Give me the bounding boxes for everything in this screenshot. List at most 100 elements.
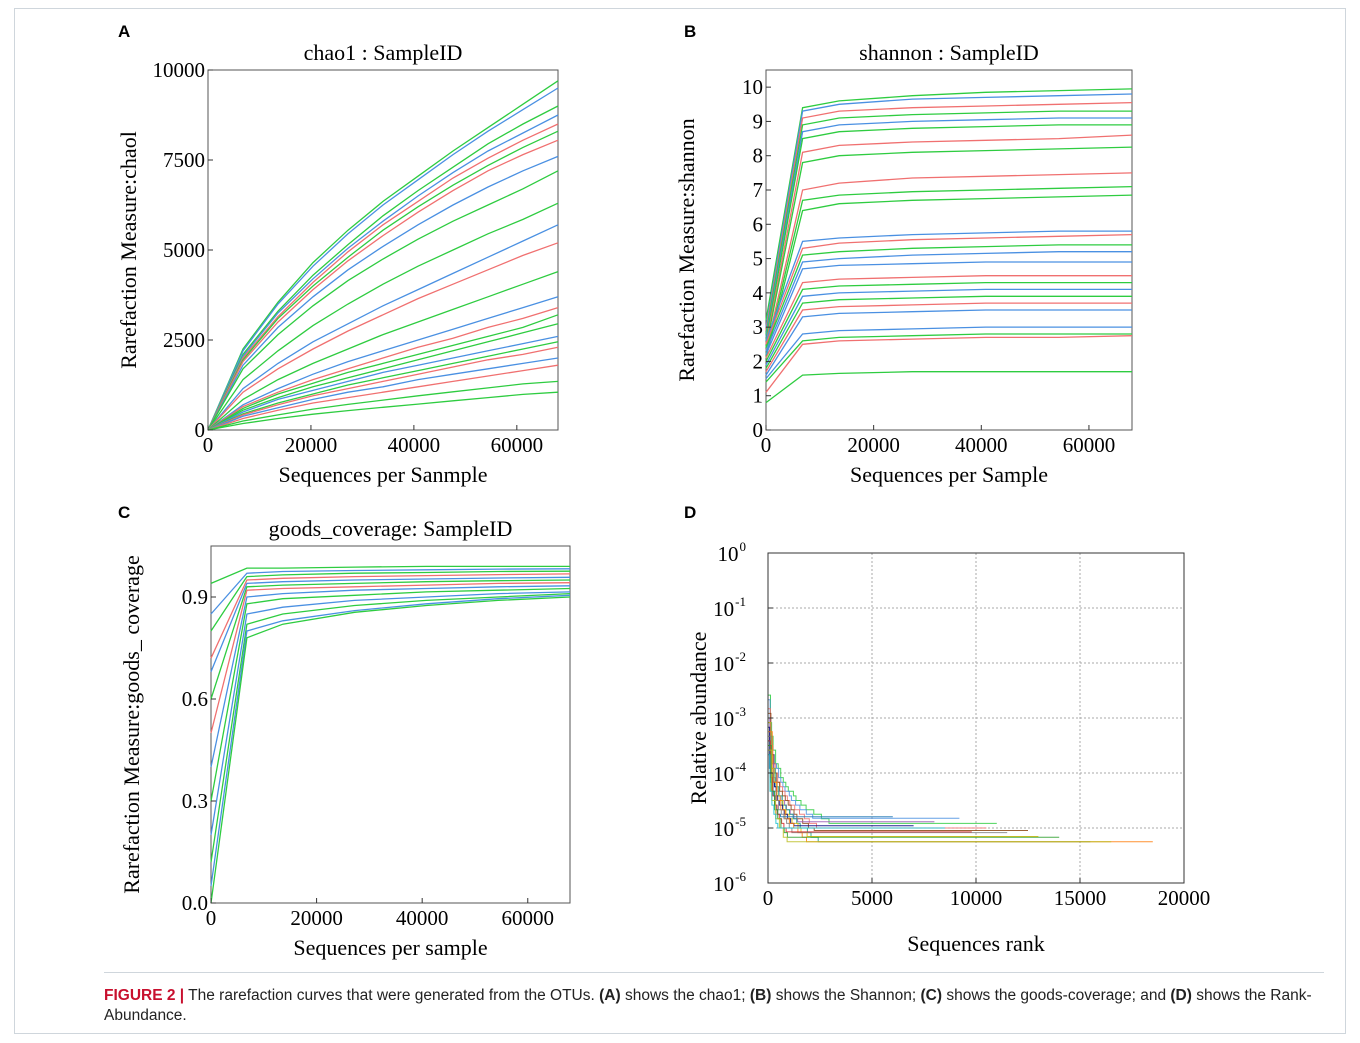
panel-letter-c: C bbox=[118, 503, 131, 522]
series-line bbox=[768, 694, 997, 824]
series-line bbox=[207, 341, 559, 431]
y-tick-label: 1 bbox=[753, 384, 764, 408]
series-line bbox=[207, 346, 559, 431]
y-axis-label: Rarefaction Measure:chaol bbox=[116, 131, 141, 369]
series-line bbox=[765, 261, 1132, 355]
series-line bbox=[210, 573, 571, 659]
x-axis-label: Sequences per Sanmple bbox=[279, 462, 488, 487]
caption-ref-a: (A) bbox=[599, 987, 621, 1004]
figure-frame bbox=[14, 8, 1346, 1034]
x-tick-label: 40000 bbox=[955, 433, 1008, 457]
series-line bbox=[207, 139, 559, 431]
series-line bbox=[765, 309, 1132, 376]
y-tick-label: 4 bbox=[753, 281, 764, 305]
x-tick-label: 20000 bbox=[1158, 886, 1211, 910]
x-tick-label: 60000 bbox=[491, 433, 544, 457]
series-line bbox=[768, 740, 893, 818]
series-line bbox=[765, 302, 1132, 373]
series-line bbox=[210, 587, 571, 802]
y-tick-label: 10-1 bbox=[713, 594, 746, 621]
series-line bbox=[765, 146, 1133, 348]
series-line bbox=[765, 288, 1132, 366]
series-line bbox=[207, 314, 559, 431]
series-line bbox=[207, 105, 559, 431]
series-line bbox=[207, 270, 559, 431]
series-line bbox=[765, 172, 1133, 352]
x-tick-label: 5000 bbox=[851, 886, 893, 910]
series-line bbox=[768, 745, 1060, 838]
caption-text-3: shows the Shannon; bbox=[771, 987, 921, 1004]
x-tick-label: 0 bbox=[763, 886, 774, 910]
caption-text-5: shows the Rank-Abundance. bbox=[104, 987, 1312, 1024]
series-line bbox=[765, 124, 1132, 342]
caption-separator bbox=[104, 972, 1324, 973]
series-line bbox=[210, 592, 571, 863]
series-line bbox=[765, 333, 1132, 383]
series-line bbox=[765, 134, 1133, 345]
panel-letter-b: B bbox=[684, 22, 697, 41]
x-tick-label: 60000 bbox=[502, 906, 555, 930]
x-axis-label: Sequences per Sample bbox=[850, 462, 1048, 487]
series-line bbox=[207, 296, 559, 431]
chart-title: chao1 : SampleID bbox=[304, 40, 463, 65]
caption-ref-b: (B) bbox=[749, 987, 772, 1004]
chart-title: shannon : SampleID bbox=[859, 40, 1039, 65]
y-tick-label: 2 bbox=[753, 349, 764, 373]
figure-caption: FIGURE 2 | The rarefaction curves that w… bbox=[104, 986, 1324, 1026]
series-line bbox=[768, 722, 1039, 837]
chart-panel-d: 0 5000 10000 15000 20000 100 10-1 10-2 10-3 10-4 1… bbox=[686, 539, 1210, 956]
series-line bbox=[207, 391, 559, 431]
series-line bbox=[765, 88, 1133, 321]
x-tick-label: 0 bbox=[761, 433, 772, 457]
caption-text-4: shows the goods-coverage; and bbox=[942, 987, 1171, 1004]
series-line bbox=[765, 230, 1132, 342]
chart-panel-b: 0 20000 40000 60000 0 1 2 3 4 5 6 7 8 9 10 shannon : Sa… bbox=[674, 40, 1133, 487]
chart-panel-c: 0 20000 40000 60000 0.0 0.3 0.6 0.9 goods_covera… bbox=[119, 516, 571, 960]
series-line bbox=[765, 117, 1132, 338]
panel-letter-d: D bbox=[684, 503, 697, 522]
y-tick-label: 7500 bbox=[163, 148, 205, 172]
y-tick-label: 0.3 bbox=[182, 789, 208, 813]
y-tick-label: 8 bbox=[753, 144, 764, 168]
series-line bbox=[210, 576, 571, 673]
panel-letter-a: A bbox=[118, 22, 131, 41]
y-tick-label: 10000 bbox=[153, 58, 206, 82]
y-tick-label: 100 bbox=[718, 539, 747, 566]
plot-area bbox=[210, 545, 571, 904]
x-tick-label: 0 bbox=[203, 433, 214, 457]
series-line bbox=[765, 93, 1133, 328]
y-tick-label: 10-5 bbox=[713, 814, 746, 841]
series-line bbox=[207, 380, 559, 431]
series-line bbox=[765, 194, 1133, 359]
x-tick-label: 60000 bbox=[1063, 433, 1116, 457]
series-line bbox=[207, 357, 559, 431]
series-line bbox=[210, 582, 571, 734]
series-line bbox=[765, 371, 1132, 404]
series-line bbox=[207, 242, 559, 431]
x-tick-label: 20000 bbox=[847, 433, 900, 457]
series-line bbox=[207, 130, 559, 431]
y-axis-label: Rarefaction Measure:shannon bbox=[674, 118, 699, 381]
series-line bbox=[765, 101, 1133, 331]
series-line bbox=[768, 754, 945, 829]
series-line bbox=[210, 591, 571, 836]
x-tick-label: 10000 bbox=[950, 886, 1003, 910]
y-tick-label: 10-6 bbox=[713, 869, 746, 896]
series-line bbox=[768, 740, 972, 833]
y-tick-label: 9 bbox=[753, 109, 764, 133]
series-line bbox=[207, 335, 559, 431]
y-tick-label: 2500 bbox=[163, 328, 205, 352]
x-tick-label: 20000 bbox=[290, 906, 343, 930]
series-line bbox=[765, 233, 1133, 345]
series-line bbox=[210, 596, 571, 904]
y-tick-label: 0.0 bbox=[182, 891, 208, 915]
y-tick-label: 0 bbox=[195, 418, 206, 442]
caption-ref-c: (C) bbox=[920, 987, 943, 1004]
y-tick-label: 10-3 bbox=[713, 704, 746, 731]
x-tick-label: 15000 bbox=[1054, 886, 1107, 910]
series-line bbox=[210, 579, 571, 700]
series-line bbox=[210, 565, 570, 584]
series-line bbox=[765, 110, 1132, 335]
caption-lead: FIGURE 2 | bbox=[104, 987, 185, 1004]
x-tick-label: 0 bbox=[206, 906, 217, 930]
